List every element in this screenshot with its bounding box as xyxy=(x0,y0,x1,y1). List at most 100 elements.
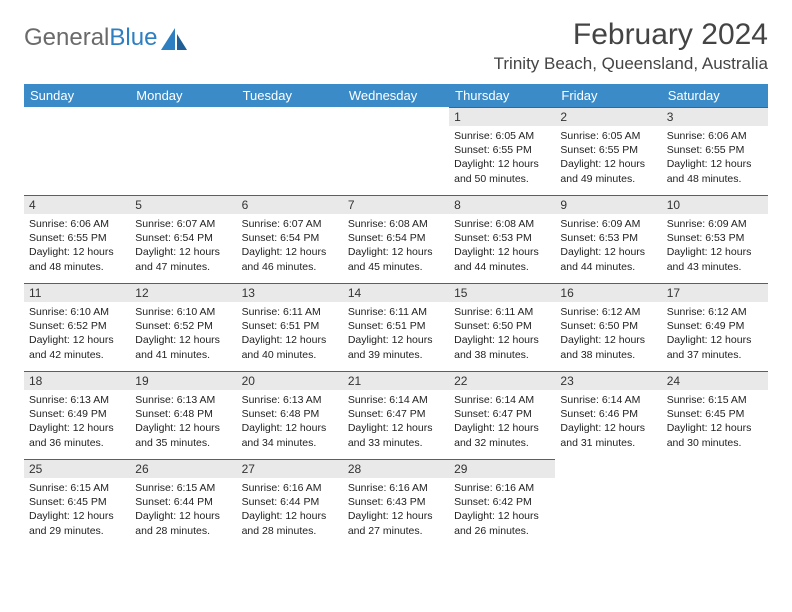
weekday-header-row: SundayMondayTuesdayWednesdayThursdayFrid… xyxy=(24,84,768,107)
weekday-header: Friday xyxy=(555,84,661,107)
calendar-cell: 13Sunrise: 6:11 AMSunset: 6:51 PMDayligh… xyxy=(237,283,343,371)
calendar-cell: 2Sunrise: 6:05 AMSunset: 6:55 PMDaylight… xyxy=(555,107,661,195)
day-info: Sunrise: 6:11 AMSunset: 6:51 PMDaylight:… xyxy=(343,302,449,364)
calendar-body: 1Sunrise: 6:05 AMSunset: 6:55 PMDaylight… xyxy=(24,107,768,547)
day-number: 26 xyxy=(130,459,236,478)
calendar-cell: 10Sunrise: 6:09 AMSunset: 6:53 PMDayligh… xyxy=(662,195,768,283)
day-info: Sunrise: 6:13 AMSunset: 6:48 PMDaylight:… xyxy=(237,390,343,452)
day-info: Sunrise: 6:15 AMSunset: 6:44 PMDaylight:… xyxy=(130,478,236,540)
location: Trinity Beach, Queensland, Australia xyxy=(494,54,768,74)
day-info: Sunrise: 6:15 AMSunset: 6:45 PMDaylight:… xyxy=(24,478,130,540)
logo-text-blue: Blue xyxy=(109,24,157,52)
day-info: Sunrise: 6:07 AMSunset: 6:54 PMDaylight:… xyxy=(130,214,236,276)
calendar-cell: 8Sunrise: 6:08 AMSunset: 6:53 PMDaylight… xyxy=(449,195,555,283)
day-number: 13 xyxy=(237,283,343,302)
calendar-cell: 4Sunrise: 6:06 AMSunset: 6:55 PMDaylight… xyxy=(24,195,130,283)
day-number: 2 xyxy=(555,107,661,126)
header: GeneralBlue February 2024 Trinity Beach,… xyxy=(24,18,768,74)
calendar-cell: 6Sunrise: 6:07 AMSunset: 6:54 PMDaylight… xyxy=(237,195,343,283)
day-number: 10 xyxy=(662,195,768,214)
day-number: 15 xyxy=(449,283,555,302)
day-number: 18 xyxy=(24,371,130,390)
weekday-header: Wednesday xyxy=(343,84,449,107)
day-number: 19 xyxy=(130,371,236,390)
calendar-cell: 26Sunrise: 6:15 AMSunset: 6:44 PMDayligh… xyxy=(130,459,236,547)
calendar-cell: 9Sunrise: 6:09 AMSunset: 6:53 PMDaylight… xyxy=(555,195,661,283)
day-info: Sunrise: 6:05 AMSunset: 6:55 PMDaylight:… xyxy=(449,126,555,188)
day-number: 9 xyxy=(555,195,661,214)
calendar-cell: 29Sunrise: 6:16 AMSunset: 6:42 PMDayligh… xyxy=(449,459,555,547)
day-number: 14 xyxy=(343,283,449,302)
day-number: 1 xyxy=(449,107,555,126)
weekday-header: Thursday xyxy=(449,84,555,107)
day-info: Sunrise: 6:11 AMSunset: 6:51 PMDaylight:… xyxy=(237,302,343,364)
day-info: Sunrise: 6:08 AMSunset: 6:53 PMDaylight:… xyxy=(449,214,555,276)
day-info: Sunrise: 6:10 AMSunset: 6:52 PMDaylight:… xyxy=(24,302,130,364)
calendar-cell: 17Sunrise: 6:12 AMSunset: 6:49 PMDayligh… xyxy=(662,283,768,371)
calendar-cell: 14Sunrise: 6:11 AMSunset: 6:51 PMDayligh… xyxy=(343,283,449,371)
day-info: Sunrise: 6:14 AMSunset: 6:47 PMDaylight:… xyxy=(343,390,449,452)
day-number: 12 xyxy=(130,283,236,302)
calendar-row: 1Sunrise: 6:05 AMSunset: 6:55 PMDaylight… xyxy=(24,107,768,195)
calendar-row: 11Sunrise: 6:10 AMSunset: 6:52 PMDayligh… xyxy=(24,283,768,371)
day-info: Sunrise: 6:06 AMSunset: 6:55 PMDaylight:… xyxy=(24,214,130,276)
day-number: 3 xyxy=(662,107,768,126)
day-info: Sunrise: 6:05 AMSunset: 6:55 PMDaylight:… xyxy=(555,126,661,188)
day-info: Sunrise: 6:09 AMSunset: 6:53 PMDaylight:… xyxy=(555,214,661,276)
calendar-cell: 19Sunrise: 6:13 AMSunset: 6:48 PMDayligh… xyxy=(130,371,236,459)
day-number: 24 xyxy=(662,371,768,390)
day-info: Sunrise: 6:16 AMSunset: 6:44 PMDaylight:… xyxy=(237,478,343,540)
weekday-header: Monday xyxy=(130,84,236,107)
day-number: 25 xyxy=(24,459,130,478)
calendar-cell: 11Sunrise: 6:10 AMSunset: 6:52 PMDayligh… xyxy=(24,283,130,371)
day-info: Sunrise: 6:07 AMSunset: 6:54 PMDaylight:… xyxy=(237,214,343,276)
weekday-header: Tuesday xyxy=(237,84,343,107)
day-number: 22 xyxy=(449,371,555,390)
day-info: Sunrise: 6:16 AMSunset: 6:43 PMDaylight:… xyxy=(343,478,449,540)
day-number: 28 xyxy=(343,459,449,478)
calendar-cell: 1Sunrise: 6:05 AMSunset: 6:55 PMDaylight… xyxy=(449,107,555,195)
calendar-row: 25Sunrise: 6:15 AMSunset: 6:45 PMDayligh… xyxy=(24,459,768,547)
calendar-cell: 28Sunrise: 6:16 AMSunset: 6:43 PMDayligh… xyxy=(343,459,449,547)
calendar-cell xyxy=(24,107,130,195)
day-number: 11 xyxy=(24,283,130,302)
calendar-cell: 24Sunrise: 6:15 AMSunset: 6:45 PMDayligh… xyxy=(662,371,768,459)
day-info: Sunrise: 6:12 AMSunset: 6:50 PMDaylight:… xyxy=(555,302,661,364)
calendar-cell: 7Sunrise: 6:08 AMSunset: 6:54 PMDaylight… xyxy=(343,195,449,283)
day-number: 5 xyxy=(130,195,236,214)
weekday-header: Saturday xyxy=(662,84,768,107)
logo-sail-icon xyxy=(161,28,187,50)
day-info: Sunrise: 6:14 AMSunset: 6:47 PMDaylight:… xyxy=(449,390,555,452)
calendar-cell xyxy=(662,459,768,547)
day-info: Sunrise: 6:12 AMSunset: 6:49 PMDaylight:… xyxy=(662,302,768,364)
calendar-row: 18Sunrise: 6:13 AMSunset: 6:49 PMDayligh… xyxy=(24,371,768,459)
day-number: 16 xyxy=(555,283,661,302)
day-number: 17 xyxy=(662,283,768,302)
calendar-cell: 20Sunrise: 6:13 AMSunset: 6:48 PMDayligh… xyxy=(237,371,343,459)
calendar-cell: 27Sunrise: 6:16 AMSunset: 6:44 PMDayligh… xyxy=(237,459,343,547)
calendar-row: 4Sunrise: 6:06 AMSunset: 6:55 PMDaylight… xyxy=(24,195,768,283)
day-info: Sunrise: 6:13 AMSunset: 6:49 PMDaylight:… xyxy=(24,390,130,452)
day-number: 21 xyxy=(343,371,449,390)
month-title: February 2024 xyxy=(494,18,768,52)
weekday-header: Sunday xyxy=(24,84,130,107)
calendar-cell: 12Sunrise: 6:10 AMSunset: 6:52 PMDayligh… xyxy=(130,283,236,371)
day-info: Sunrise: 6:08 AMSunset: 6:54 PMDaylight:… xyxy=(343,214,449,276)
day-info: Sunrise: 6:13 AMSunset: 6:48 PMDaylight:… xyxy=(130,390,236,452)
day-info: Sunrise: 6:14 AMSunset: 6:46 PMDaylight:… xyxy=(555,390,661,452)
calendar-cell xyxy=(343,107,449,195)
day-info: Sunrise: 6:10 AMSunset: 6:52 PMDaylight:… xyxy=(130,302,236,364)
calendar-cell xyxy=(555,459,661,547)
day-number: 8 xyxy=(449,195,555,214)
calendar-cell: 3Sunrise: 6:06 AMSunset: 6:55 PMDaylight… xyxy=(662,107,768,195)
calendar-cell: 25Sunrise: 6:15 AMSunset: 6:45 PMDayligh… xyxy=(24,459,130,547)
calendar-table: SundayMondayTuesdayWednesdayThursdayFrid… xyxy=(24,84,768,547)
day-number: 4 xyxy=(24,195,130,214)
calendar-cell: 15Sunrise: 6:11 AMSunset: 6:50 PMDayligh… xyxy=(449,283,555,371)
calendar-cell: 21Sunrise: 6:14 AMSunset: 6:47 PMDayligh… xyxy=(343,371,449,459)
day-info: Sunrise: 6:15 AMSunset: 6:45 PMDaylight:… xyxy=(662,390,768,452)
day-info: Sunrise: 6:09 AMSunset: 6:53 PMDaylight:… xyxy=(662,214,768,276)
logo: GeneralBlue xyxy=(24,18,187,52)
day-info: Sunrise: 6:06 AMSunset: 6:55 PMDaylight:… xyxy=(662,126,768,188)
day-info: Sunrise: 6:16 AMSunset: 6:42 PMDaylight:… xyxy=(449,478,555,540)
